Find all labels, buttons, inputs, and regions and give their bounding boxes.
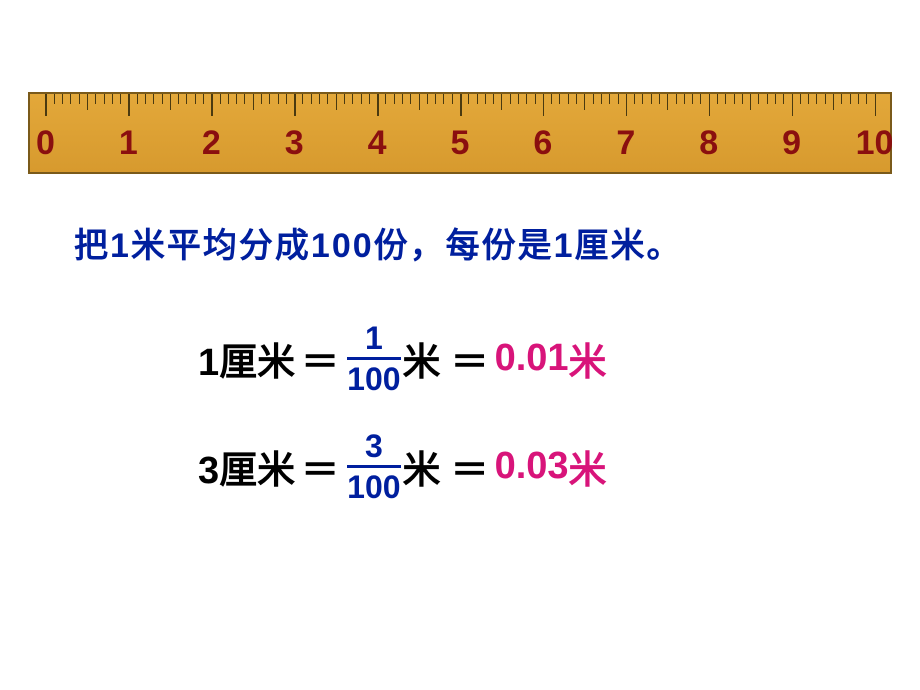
eq2-frac-den: 100 bbox=[347, 468, 400, 503]
ruler-label: 4 bbox=[368, 124, 387, 163]
equation-row-1: 1厘米 ＝ 1 100 米 ＝ 0.01 米 bbox=[198, 322, 607, 395]
eq1-equals1: ＝ bbox=[301, 331, 339, 386]
eq2-equals2: ＝ bbox=[451, 439, 489, 494]
equation-row-2: 3厘米 ＝ 3 100 米 ＝ 0.03 米 bbox=[198, 430, 607, 503]
eq1-frac-num: 1 bbox=[365, 322, 383, 357]
ruler-label: 9 bbox=[782, 124, 801, 163]
ruler-body: 0 1 2 3 4 5 6 7 8 9 10 bbox=[28, 92, 892, 174]
eq1-decimal: 0.01 bbox=[495, 337, 569, 380]
ruler: 0 1 2 3 4 5 6 7 8 9 10 bbox=[28, 92, 892, 174]
eq2-decimal: 0.03 bbox=[495, 445, 569, 488]
eq1-unit2: 米 bbox=[569, 331, 607, 386]
eq1-fraction: 1 100 bbox=[347, 322, 400, 395]
eq2-fraction: 3 100 bbox=[347, 430, 400, 503]
eq1-lhs: 1厘米 bbox=[198, 331, 295, 386]
ruler-label: 5 bbox=[451, 124, 470, 163]
ruler-label: 8 bbox=[699, 124, 718, 163]
ruler-label: 6 bbox=[533, 124, 552, 163]
eq2-lhs: 3厘米 bbox=[198, 439, 295, 494]
ruler-label: 10 bbox=[856, 124, 894, 163]
eq2-frac-num: 3 bbox=[365, 430, 383, 465]
ruler-numbers: 012345678910 bbox=[30, 124, 890, 172]
ruler-label: 3 bbox=[285, 124, 304, 163]
ruler-label: 1 bbox=[119, 124, 138, 163]
eq2-unit1: 米 bbox=[403, 439, 441, 494]
ruler-ticks bbox=[30, 94, 890, 120]
ruler-label: 2 bbox=[202, 124, 221, 163]
eq1-equals2: ＝ bbox=[451, 331, 489, 386]
sentence-text: 把1米平均分成100份，每份是1厘米。 bbox=[74, 218, 683, 267]
eq1-unit1: 米 bbox=[403, 331, 441, 386]
eq2-unit2: 米 bbox=[569, 439, 607, 494]
eq2-equals1: ＝ bbox=[301, 439, 339, 494]
eq1-frac-den: 100 bbox=[347, 360, 400, 395]
ruler-label: 7 bbox=[616, 124, 635, 163]
ruler-label: 0 bbox=[36, 124, 55, 163]
